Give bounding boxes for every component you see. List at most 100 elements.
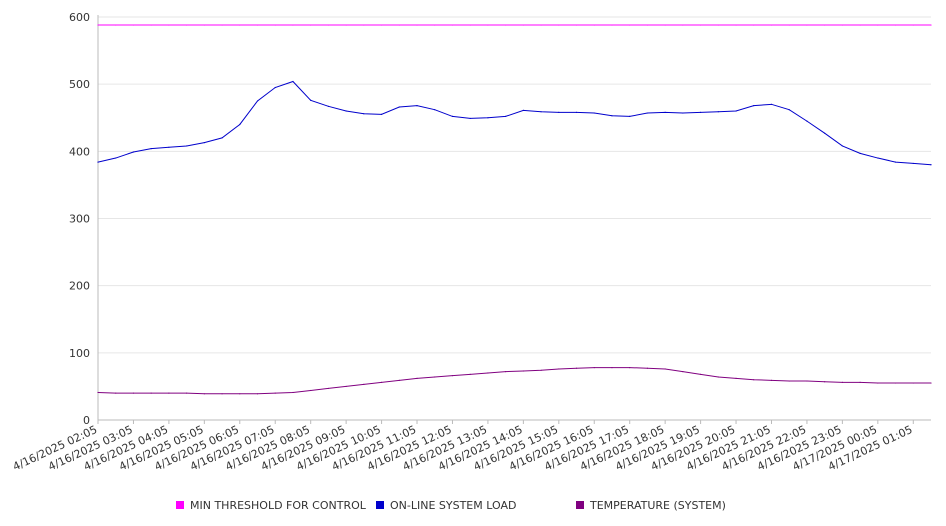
- data-point: [753, 379, 755, 381]
- data-point: [593, 24, 595, 26]
- data-point: [469, 373, 471, 375]
- data-point: [451, 115, 454, 118]
- data-point: [239, 24, 241, 26]
- data-point: [717, 376, 719, 378]
- data-point: [611, 367, 613, 369]
- legend-label-1: ON-LINE SYSTEM LOAD: [390, 499, 516, 512]
- data-point: [97, 24, 99, 26]
- series-points-1: [97, 80, 932, 166]
- data-point: [434, 109, 436, 111]
- y-tick-label: 400: [69, 145, 90, 158]
- legend-swatch-2: [576, 501, 584, 509]
- data-point: [132, 392, 135, 394]
- series-points-2: [97, 367, 932, 395]
- y-axis-ticks: 0 100 200 300 400 500 600: [69, 11, 90, 427]
- x-axis-ticks: 4/16/2025 02:054/16/2025 03:054/16/2025 …: [11, 420, 915, 473]
- data-point: [239, 123, 241, 126]
- y-tick-label: 300: [69, 213, 90, 226]
- data-point: [699, 373, 702, 375]
- data-point: [575, 111, 578, 113]
- data-point: [770, 24, 773, 26]
- data-point: [115, 24, 117, 26]
- data-point: [168, 24, 170, 26]
- data-point: [558, 368, 560, 370]
- data-point: [629, 24, 631, 26]
- data-point: [186, 24, 188, 26]
- y-tick-label: 0: [83, 414, 90, 427]
- data-point: [327, 24, 330, 26]
- data-point: [97, 391, 99, 394]
- data-point: [327, 105, 330, 107]
- data-point: [505, 24, 507, 26]
- data-point: [203, 393, 205, 395]
- data-point: [168, 392, 170, 394]
- data-point: [682, 371, 684, 373]
- legend-label-2: TEMPERATURE (SYSTEM): [589, 499, 726, 512]
- data-point: [505, 115, 507, 118]
- data-point: [930, 164, 932, 166]
- data-point: [930, 382, 932, 384]
- data-point: [115, 157, 117, 159]
- data-point: [753, 105, 755, 107]
- data-point: [593, 112, 595, 114]
- data-point: [629, 367, 631, 369]
- data-point: [186, 145, 188, 147]
- y-tick-label: 600: [69, 11, 90, 24]
- data-point: [770, 103, 773, 105]
- data-point: [434, 24, 436, 26]
- data-point: [841, 24, 843, 26]
- data-point: [327, 387, 330, 390]
- data-point: [132, 151, 135, 153]
- data-point: [806, 380, 808, 382]
- axes: [97, 15, 931, 421]
- data-point: [735, 110, 737, 112]
- data-point: [115, 392, 117, 394]
- data-point: [593, 367, 595, 369]
- data-point: [274, 392, 276, 394]
- data-point: [451, 24, 454, 26]
- y-tick-label: 200: [69, 280, 90, 293]
- data-point: [894, 161, 897, 163]
- data-point: [877, 24, 879, 26]
- data-point: [540, 24, 542, 26]
- series-lines: [97, 24, 932, 395]
- data-point: [859, 152, 861, 154]
- data-point: [345, 385, 347, 388]
- data-point: [380, 381, 383, 383]
- data-point: [487, 24, 489, 26]
- data-point: [203, 24, 205, 26]
- data-point: [186, 392, 188, 394]
- data-point: [646, 112, 649, 114]
- legend-swatch-0: [176, 501, 184, 509]
- data-point: [646, 24, 649, 26]
- data-point: [788, 24, 790, 26]
- data-point: [256, 24, 259, 26]
- gridlines: [98, 16, 931, 354]
- data-point: [310, 389, 312, 392]
- data-point: [894, 24, 897, 26]
- data-point: [611, 115, 613, 117]
- series-points-0: [97, 24, 932, 26]
- data-point: [274, 24, 276, 26]
- data-point: [522, 370, 524, 372]
- data-point: [824, 132, 826, 134]
- data-point: [221, 24, 223, 26]
- data-point: [150, 148, 152, 150]
- data-point: [788, 380, 790, 382]
- data-point: [859, 24, 861, 26]
- data-point: [487, 372, 489, 374]
- data-point: [664, 24, 666, 26]
- legend-swatch-1: [376, 501, 384, 509]
- data-point: [894, 382, 897, 384]
- data-point: [451, 375, 454, 377]
- data-point: [416, 105, 418, 107]
- data-point: [575, 24, 578, 26]
- data-point: [416, 377, 418, 379]
- data-point: [717, 24, 719, 26]
- data-point: [522, 109, 524, 111]
- data-point: [221, 137, 223, 139]
- y-tick-label: 500: [69, 78, 90, 91]
- data-point: [558, 24, 560, 26]
- data-point: [735, 377, 737, 379]
- data-point: [292, 24, 294, 26]
